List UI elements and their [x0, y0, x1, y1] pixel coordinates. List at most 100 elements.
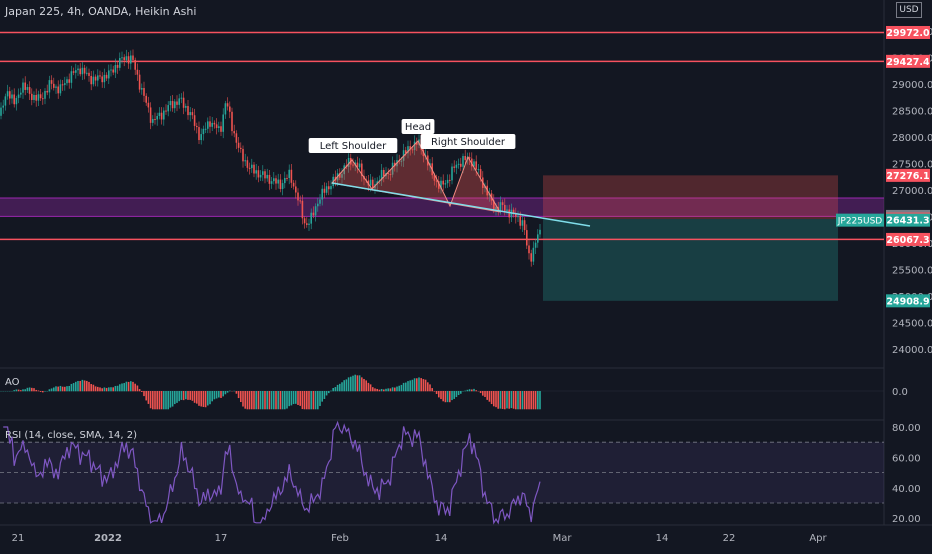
ao-bar	[35, 390, 37, 391]
candle-body	[38, 94, 40, 100]
ao-bar	[27, 388, 29, 391]
ao-bar	[352, 376, 354, 392]
ao-bar	[295, 391, 297, 404]
ao-bar	[528, 391, 530, 409]
ao-bar	[321, 391, 323, 402]
candle-body	[90, 76, 92, 84]
candle-body	[284, 178, 286, 183]
x-tick-label: 17	[215, 533, 228, 544]
ao-bar	[341, 382, 343, 391]
candle-body	[44, 91, 46, 99]
ao-bar	[425, 380, 427, 392]
ao-bar	[306, 391, 308, 409]
candle-body	[167, 105, 169, 111]
candle-body	[35, 95, 37, 101]
candle-body	[154, 119, 156, 120]
candle-body	[95, 77, 97, 81]
ao-bar	[286, 391, 288, 409]
ao-bar	[170, 391, 172, 408]
ao-bar	[227, 391, 229, 393]
ao-bar	[438, 391, 440, 397]
candle-body	[359, 164, 361, 168]
ao-bar	[192, 391, 194, 401]
ao-bar	[269, 391, 271, 409]
ao-bar	[423, 379, 425, 391]
candle-body	[51, 80, 53, 84]
candle-body	[119, 58, 121, 68]
ao-bar	[167, 391, 169, 409]
ao-bar	[537, 391, 539, 409]
ao-bar	[71, 384, 73, 391]
ao-bar	[86, 381, 88, 391]
y-tick-label: 25500.0	[892, 266, 932, 277]
price-label: 26067.3	[886, 235, 929, 246]
candle-body	[33, 95, 35, 100]
ao-bar	[387, 388, 389, 391]
candle-body	[317, 204, 319, 207]
x-tick-label: 22	[723, 533, 736, 544]
ao-bar	[368, 383, 370, 391]
candle-body	[49, 80, 51, 92]
candle-body	[264, 171, 266, 178]
candle-body	[73, 71, 75, 73]
candle-body	[0, 108, 2, 116]
candle-body	[251, 165, 253, 168]
y-tick-label: 29000.0	[892, 80, 932, 91]
candle-body	[504, 205, 506, 211]
candle-body	[462, 156, 464, 167]
ao-bar	[442, 391, 444, 401]
candle-body	[478, 169, 480, 170]
candle-body	[328, 186, 330, 189]
ao-bar	[49, 389, 51, 391]
candle-body	[519, 216, 521, 226]
ao-bar	[326, 391, 328, 395]
candle-body	[297, 193, 299, 201]
ao-bar	[183, 391, 185, 400]
ao-bar	[324, 391, 326, 399]
ao-bar	[253, 391, 255, 409]
ao-bar	[464, 391, 466, 392]
candle-body	[126, 56, 128, 60]
ao-bar	[299, 391, 301, 406]
candle-body	[209, 121, 211, 126]
candle-body	[244, 160, 246, 161]
ao-bar	[339, 384, 341, 391]
x-tick-label: 14	[435, 533, 448, 544]
ao-bar	[205, 391, 207, 407]
ao-bar	[57, 387, 59, 392]
candle-body	[176, 101, 178, 104]
candle-body	[308, 224, 310, 225]
candle-body	[526, 230, 528, 245]
ao-bar	[372, 387, 374, 391]
candle-body	[383, 170, 385, 176]
ao-bar	[343, 380, 345, 391]
ao-bar	[93, 385, 95, 392]
ao-bar	[260, 391, 262, 409]
currency-label[interactable]: USD	[896, 2, 922, 18]
ao-bar	[418, 377, 420, 391]
ao-bar	[431, 388, 433, 391]
candle-body	[84, 68, 86, 74]
candle-body	[253, 165, 255, 174]
candle-body	[299, 200, 301, 201]
ao-tick-label: 0.0	[892, 387, 908, 398]
ao-bar	[396, 387, 398, 392]
ao-bar	[172, 391, 174, 407]
ao-bar	[181, 391, 183, 400]
ao-bar	[416, 378, 418, 391]
ao-bar	[365, 380, 367, 391]
candle-body	[302, 201, 304, 218]
ao-bar	[82, 380, 84, 391]
candle-body	[522, 220, 524, 226]
ao-bar	[275, 391, 277, 409]
ao-bar	[482, 391, 484, 396]
candle-body	[115, 65, 117, 73]
candle-body	[218, 126, 220, 128]
ao-bar	[13, 390, 15, 391]
candle-body	[537, 234, 539, 242]
ao-bar	[189, 391, 191, 400]
stop-zone	[543, 175, 838, 219]
candle-body	[456, 165, 458, 168]
